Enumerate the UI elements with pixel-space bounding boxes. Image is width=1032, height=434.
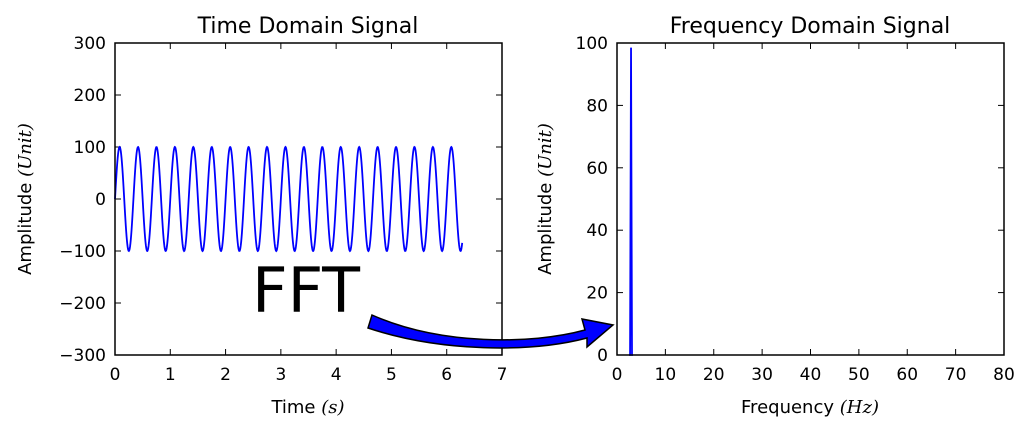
frequency-y-tick-label: 60 xyxy=(586,159,608,179)
frequency-x-tick-label: 20 xyxy=(703,365,725,385)
frequency-x-tick-label: 0 xyxy=(612,365,623,385)
time-signal-line xyxy=(114,145,464,253)
time-y-tick-label: 300 xyxy=(74,34,106,54)
frequency-x-ticks: 0 10 20 30 40 50 60 70 80 xyxy=(612,43,1015,385)
frequency-plot-frame xyxy=(616,42,1005,356)
fft-annotation-label: FFT xyxy=(252,254,361,327)
frequency-x-axis-label: Frequency (Hz) xyxy=(741,397,879,418)
frequency-y-tick-label: 100 xyxy=(576,34,608,54)
time-plot-frame xyxy=(114,42,503,356)
time-x-axis-label: Time (s) xyxy=(270,397,344,418)
frequency-x-tick-label: 40 xyxy=(800,365,822,385)
frequency-spectrum-line xyxy=(629,47,633,356)
time-y-tick-label: 200 xyxy=(74,86,106,106)
frequency-x-tick-label: 50 xyxy=(848,365,870,385)
frequency-y-ticks: 100 80 60 40 20 0 xyxy=(576,34,1004,366)
time-x-tick-label: 0 xyxy=(110,365,121,385)
time-x-tick-label: 4 xyxy=(331,365,342,385)
frequency-x-tick-label: 70 xyxy=(945,365,967,385)
frequency-chart-title: Frequency Domain Signal xyxy=(670,14,951,39)
frequency-x-tick-label: 30 xyxy=(751,365,773,385)
time-x-tick-label: 1 xyxy=(165,365,176,385)
frequency-x-tick-label: 80 xyxy=(993,365,1015,385)
frequency-x-tick-label: 10 xyxy=(655,365,677,385)
frequency-y-tick-label: 20 xyxy=(586,284,608,304)
time-x-tick-label: 5 xyxy=(386,365,397,385)
time-x-tick-label: 3 xyxy=(275,365,286,385)
time-y-tick-label: −300 xyxy=(59,346,106,366)
frequency-y-tick-label: 0 xyxy=(597,346,608,366)
frequency-y-tick-label: 80 xyxy=(586,96,608,116)
time-y-ticks: 300 200 100 0 −100 −200 −300 xyxy=(59,34,502,366)
time-x-tick-label: 2 xyxy=(220,365,231,385)
time-x-tick-label: 6 xyxy=(441,365,452,385)
time-y-tick-label: 0 xyxy=(95,190,106,210)
frequency-y-tick-label: 40 xyxy=(586,221,608,241)
frequency-y-axis-label: Amplitude (Unit) xyxy=(535,123,556,275)
time-domain-panel: Time Domain Signal 300 200 100 0 −100 −200 −30… xyxy=(15,14,507,418)
time-x-tick-label: 7 xyxy=(497,365,508,385)
time-chart-title: Time Domain Signal xyxy=(197,14,419,39)
time-y-tick-label: 100 xyxy=(74,138,106,158)
time-y-axis-label: Amplitude (Unit) xyxy=(15,123,36,275)
frequency-x-tick-label: 60 xyxy=(896,365,918,385)
time-y-tick-label: −100 xyxy=(59,242,106,262)
fft-curved-arrow xyxy=(367,313,615,349)
time-x-ticks: 0 1 2 3 4 5 6 7 xyxy=(110,43,508,385)
time-y-tick-label: −200 xyxy=(59,294,106,314)
